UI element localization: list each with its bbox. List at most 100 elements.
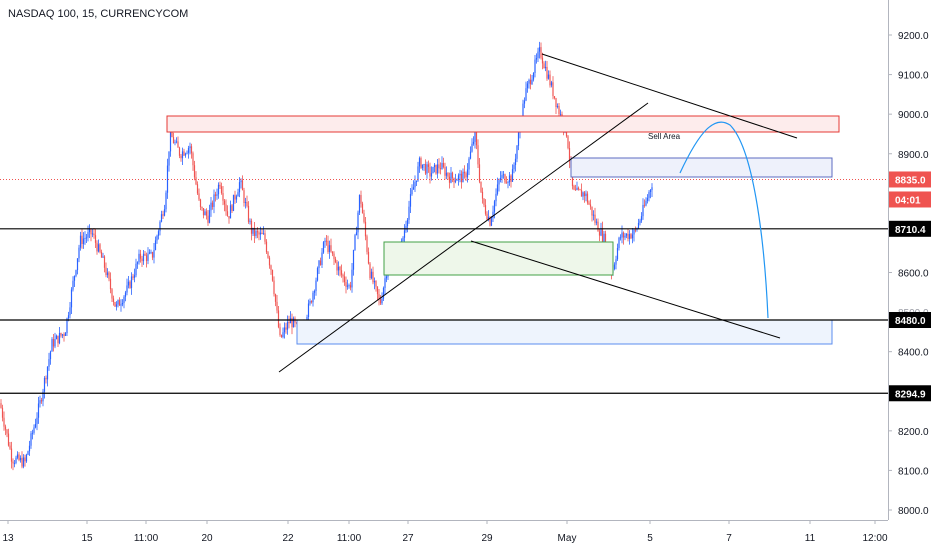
candle-body — [345, 282, 347, 287]
candle-body — [577, 187, 580, 190]
candle-body — [127, 281, 130, 286]
candle-body — [196, 184, 199, 194]
candle-body — [352, 249, 355, 270]
candle-body — [621, 232, 623, 238]
candle-body — [381, 298, 383, 304]
candle-body — [115, 304, 118, 307]
candle-body — [118, 300, 121, 306]
candle-body — [64, 333, 67, 336]
candle-body — [243, 190, 245, 204]
candle-body — [640, 216, 643, 221]
candle-body — [411, 189, 413, 195]
x-tick-label: 13 — [2, 533, 14, 544]
candle-body — [441, 163, 443, 170]
candle-body — [567, 136, 569, 149]
candle-body — [39, 400, 41, 404]
price-tag-background — [889, 312, 931, 328]
candle-body — [121, 302, 124, 305]
candle-body — [198, 193, 200, 200]
candle-body — [616, 247, 619, 260]
candle-body — [334, 258, 337, 263]
candle-body — [7, 433, 10, 446]
candle-body — [522, 103, 524, 123]
price-axis[interactable]: 9200.0 9100.0 9000.0 8900.0 8600.0 8480.0 8400… — [888, 0, 931, 520]
projection-curve — [679, 121, 769, 319]
time-axis[interactable]: 13 15 11:00 20 22 11:00 27 29 May 5 7 11 12:00 — [0, 520, 888, 544]
candle-body — [505, 182, 508, 184]
level-tag-8710: 8710.4 — [889, 220, 931, 237]
candle-body — [34, 424, 37, 428]
candle-body — [15, 457, 17, 463]
candle-body — [9, 445, 11, 449]
candle-body — [417, 166, 419, 181]
candle-body — [486, 213, 488, 220]
support-zone-blue — [296, 319, 833, 345]
candle-body — [634, 229, 637, 231]
candle-body — [54, 339, 56, 347]
candle-body — [186, 152, 188, 154]
candle-body — [208, 210, 211, 223]
candle-body — [274, 294, 277, 302]
candle-body — [358, 195, 361, 213]
candle-body — [154, 240, 157, 250]
candle-body — [414, 181, 416, 188]
candle-body — [540, 47, 542, 58]
candle-body — [114, 302, 116, 307]
candle-body — [337, 266, 340, 271]
candle-body — [265, 241, 268, 253]
candle-body — [451, 172, 454, 178]
candle-body — [40, 400, 43, 402]
candle-body — [178, 147, 181, 156]
candle-body — [490, 218, 493, 226]
candle-body — [594, 214, 596, 223]
candle-body — [472, 141, 475, 144]
candle-body — [483, 198, 485, 206]
candle-body — [307, 303, 310, 317]
candle-body — [420, 158, 422, 168]
candle-body — [147, 253, 149, 261]
candle-body — [33, 427, 35, 433]
candle-body — [238, 182, 241, 193]
candle-body — [418, 158, 421, 167]
candle-body — [568, 148, 571, 162]
candle-body — [342, 274, 344, 277]
candle-body — [615, 259, 617, 265]
candle-body — [283, 327, 286, 333]
candle-body — [19, 457, 22, 461]
candle-body — [207, 215, 209, 223]
candle-body — [343, 276, 346, 283]
candle-body — [447, 172, 449, 177]
candle-body — [574, 189, 577, 191]
candle-body — [232, 194, 235, 211]
candle-body — [346, 285, 349, 287]
candle-body — [559, 113, 562, 115]
candle-body — [111, 289, 113, 299]
candle-body — [625, 233, 628, 236]
candle-body — [240, 180, 242, 183]
candle-body — [252, 227, 254, 234]
candle-body — [222, 193, 224, 201]
x-tick-label: 15 — [81, 533, 93, 544]
candle-body — [193, 165, 196, 178]
price-tag-text: 04:01 — [895, 195, 921, 206]
candle-body — [436, 164, 439, 174]
candle-body — [481, 191, 484, 199]
candle-body — [597, 221, 599, 232]
candle-body — [106, 272, 109, 276]
candle-body — [30, 433, 32, 446]
candle-body — [529, 79, 532, 85]
candle-body — [489, 217, 491, 226]
candle-body — [513, 164, 515, 170]
candle-body — [538, 47, 541, 52]
candle-body — [598, 231, 601, 236]
candle-body — [22, 457, 25, 467]
candle-body — [504, 174, 506, 183]
candle-body — [375, 280, 377, 287]
candle-body — [57, 335, 59, 344]
candle-body — [195, 177, 197, 185]
candle-body — [156, 235, 158, 241]
candle-body — [268, 257, 271, 266]
candle-body — [367, 251, 370, 264]
